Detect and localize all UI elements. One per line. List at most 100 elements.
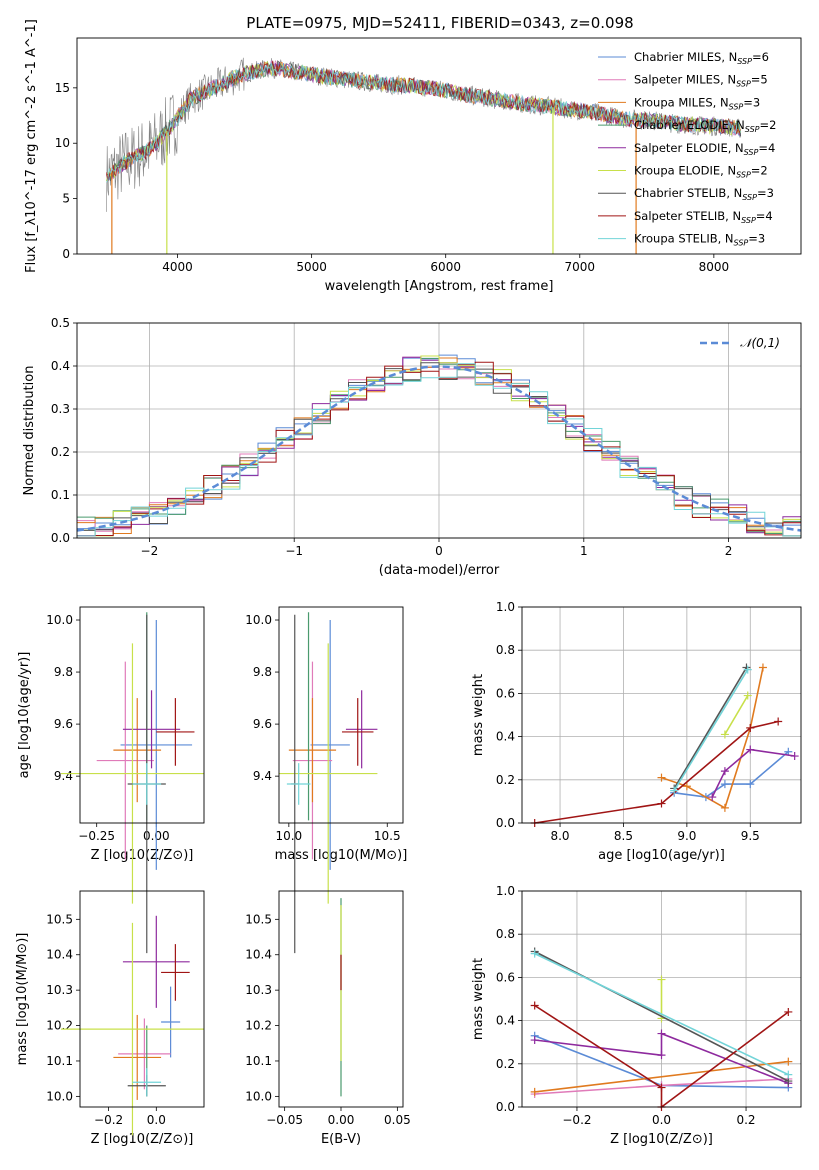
y-tick-label: 10.5 (46, 912, 73, 926)
x-tick-label: 9.0 (677, 829, 696, 843)
y-tick-label: 10.0 (245, 613, 272, 627)
x-tick-label: 7000 (565, 260, 596, 274)
mass-weight-marker (746, 723, 755, 732)
y-tick-label: 15 (55, 81, 70, 95)
mass-vs-extinction-panel: −0.05 0.00 0.05 10.0 10.1 10.2 10.3 10.4 10.5 E(B… (245, 890, 411, 1147)
x-tick-label: 8.0 (550, 829, 569, 843)
y-tick-label: 0.6 (496, 686, 515, 700)
x-tick-label: 9.5 (741, 829, 760, 843)
model-spectrum-line (106, 60, 742, 181)
y-tick-label: 9.8 (54, 665, 73, 679)
plot-frame (521, 606, 802, 824)
x-tick-label: 1 (580, 544, 588, 558)
figure-title: PLATE=0975, MJD=52411, FIBERID=0343, z=0… (246, 14, 633, 32)
mass-weight-marker (530, 1087, 539, 1096)
plot-frame (521, 890, 802, 1108)
y-tick-label: 0.8 (496, 927, 515, 941)
legend-label: Kroupa STELIB, NSSP=3 (634, 232, 765, 248)
y-tick-label: 10.1 (245, 1054, 272, 1068)
legend-label: Salpeter MILES, NSSP=5 (634, 73, 768, 89)
legend-label: Chabrier STELIB, NSSP=3 (634, 186, 774, 202)
mass-vs-metallicity-panel: −0.2 0.0 10.0 10.1 10.2 10.3 10.4 10.5 Z [log10(… (15, 890, 205, 1147)
y-tick-label: 10 (55, 136, 70, 150)
mass-weight-marker (530, 949, 539, 958)
x-tick-label: 0.2 (736, 1113, 755, 1127)
y-axis-label: mass weight (471, 674, 486, 756)
x-tick-label: 0 (435, 544, 443, 558)
model-spectrum-line (106, 62, 742, 183)
mass-weight-line (724, 695, 749, 735)
y-tick-label: 0.4 (51, 359, 70, 373)
y-tick-label: 10.0 (46, 613, 73, 627)
mass-weight-marker (682, 782, 691, 791)
mass-weight-marker (657, 1029, 666, 1038)
y-axis-label: age [log10(age/yr)] (17, 652, 32, 779)
mass-weight-marker (720, 803, 729, 812)
y-tick-label: 0.2 (51, 445, 70, 459)
mass-weight-marker (530, 1036, 539, 1045)
y-axis-label: mass [log10(M/M⊙)] (15, 933, 30, 1066)
legend-label: Chabrier MILES, NSSP=6 (634, 50, 769, 66)
x-axis-label: Z [log10(Z/Z⊙)] (91, 848, 194, 863)
x-tick-label: −0.2 (94, 1113, 123, 1127)
x-tick-label: 0.05 (384, 1113, 411, 1127)
mass-weight-line (534, 1004, 789, 1109)
mass-weight-marker (784, 1070, 793, 1079)
mass-weight-line (534, 1032, 789, 1084)
y-tick-label: 0.1 (51, 488, 70, 502)
y-tick-label: 10.3 (46, 983, 73, 997)
plot-frame (278, 606, 404, 824)
x-tick-label: 6000 (430, 260, 461, 274)
y-tick-label: 10.3 (245, 983, 272, 997)
y-tick-label: 1.0 (496, 884, 515, 898)
y-axis-label: Flux [f_λ10^-17 erg cm^-2 s^-1 A^-1] (24, 19, 39, 273)
mass-weight-line (673, 669, 749, 792)
mass-weight-marker (784, 1057, 793, 1066)
x-tick-label: 10.5 (374, 829, 401, 843)
mass-weight-marker (743, 665, 752, 674)
y-tick-label: 9.4 (54, 769, 73, 783)
mass-weight-marker (790, 752, 799, 761)
x-tick-label: 5000 (296, 260, 327, 274)
y-tick-label: 0 (62, 247, 70, 261)
x-tick-label: 0.00 (328, 1113, 355, 1127)
mass-weight-line (534, 952, 789, 1076)
y-tick-label: 1.0 (496, 600, 515, 614)
mass-weight-marker (657, 799, 666, 808)
x-tick-label: 4000 (162, 260, 193, 274)
x-tick-label: 2 (725, 544, 733, 558)
legend-label: Kroupa ELODIE, NSSP=2 (634, 164, 768, 180)
x-tick-label: 0.0 (652, 1113, 671, 1127)
x-tick-label: −0.2 (562, 1113, 591, 1127)
y-tick-label: 9.6 (253, 717, 272, 731)
legend-label: Salpeter ELODIE, NSSP=4 (634, 141, 775, 157)
x-tick-label: −0.25 (78, 829, 115, 843)
y-tick-label: 0.0 (496, 1100, 515, 1114)
x-tick-label: 8000 (699, 260, 730, 274)
y-tick-label: 9.4 (253, 769, 272, 783)
mass-weight-line (534, 720, 779, 824)
mass-weight-marker (657, 975, 666, 984)
y-tick-label: 0.4 (496, 1014, 515, 1028)
mass-weight-marker (657, 1083, 666, 1092)
y-tick-label: 0.3 (51, 402, 70, 416)
y-tick-label: 10.1 (46, 1054, 73, 1068)
y-tick-label: 10.4 (245, 948, 272, 962)
x-axis-label: (data-model)/error (379, 563, 500, 578)
x-tick-label: 8.5 (614, 829, 633, 843)
mass-weight-line (673, 667, 748, 789)
mass-weight-marker (720, 780, 729, 789)
plot-frame (79, 606, 205, 824)
mass-weight-marker (708, 793, 717, 802)
mass-weight-marker (746, 745, 755, 754)
mass-weight-marker (530, 1001, 539, 1010)
spectrum-panel: 4000 5000 6000 7000 8000 0 5 10 15 wavelength [An… (24, 19, 802, 294)
legend-label: Salpeter STELIB, NSSP=4 (634, 209, 773, 225)
plot-frame (76, 37, 802, 255)
y-tick-label: 10.4 (46, 948, 73, 962)
y-axis-label: mass weight (471, 958, 486, 1040)
x-axis-label: E(B-V) (321, 1132, 361, 1147)
mass-weight-vs-metallicity-panel: −0.2 0.0 0.2 0.0 0.2 0.4 0.6 0.8 1.0 Z [log10(Z/Z… (471, 884, 802, 1147)
x-tick-label: −0.05 (266, 1113, 303, 1127)
x-axis-label: wavelength [Angstrom, rest frame] (325, 279, 554, 294)
